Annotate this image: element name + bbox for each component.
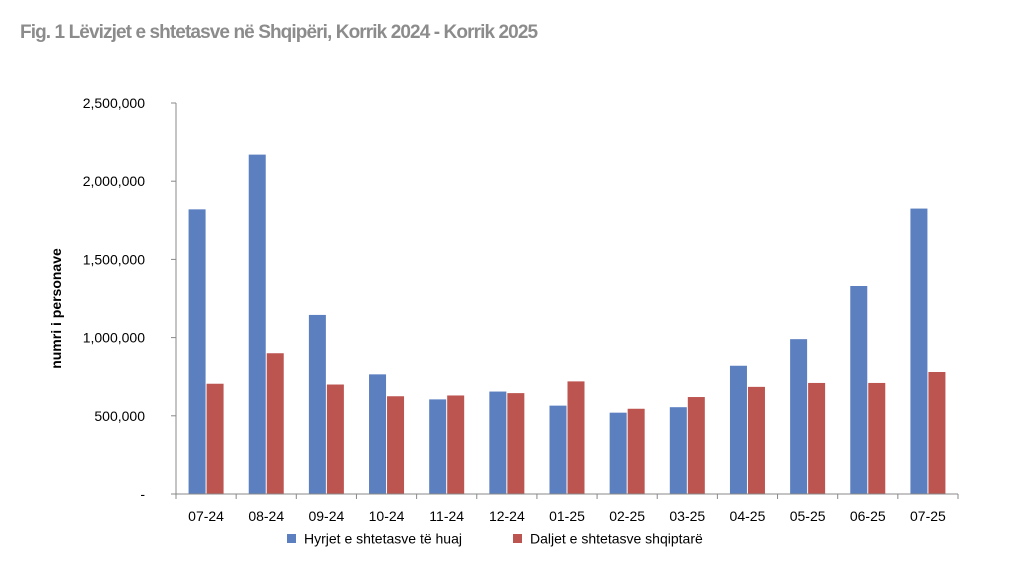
- bar-daljet-02-25: [627, 408, 645, 494]
- bar-daljet-05-25: [808, 382, 826, 494]
- bar-daljet-04-25: [747, 386, 765, 494]
- bar-hyrjet-02-25: [609, 412, 627, 494]
- bar-daljet-08-24: [266, 353, 284, 494]
- bars: [188, 154, 946, 495]
- y-axis-label: numri i personave: [48, 248, 64, 369]
- x-tick-label: 02-25: [609, 508, 645, 524]
- y-axis-title: numri i personave: [48, 248, 64, 369]
- bar-daljet-01-25: [567, 381, 585, 494]
- x-tick-label: 04-25: [730, 508, 766, 524]
- legend-label: Hyrjet e shtetasve të huaj: [304, 531, 462, 547]
- y-tick-label: 1,000,000: [83, 330, 145, 346]
- y-tick-label: 2,000,000: [83, 173, 145, 189]
- y-tick-label: 500,000: [94, 408, 145, 424]
- x-tick-label: 07-25: [910, 508, 946, 524]
- legend-swatch: [287, 534, 296, 543]
- bar-hyrjet-06-25: [850, 285, 868, 494]
- x-tick-label: 10-24: [369, 508, 405, 524]
- x-tick-label: 03-25: [669, 508, 705, 524]
- x-tick-label: 12-24: [489, 508, 525, 524]
- bar-hyrjet-12-24: [489, 391, 507, 494]
- axes: [175, 103, 958, 495]
- bar-daljet-12-24: [507, 393, 525, 494]
- bar-hyrjet-05-25: [790, 339, 808, 494]
- x-axis-ticks: 07-24 08-24 09-24 10-24 11-24 12-24 01-25 02-25…: [175, 494, 959, 524]
- bar-hyrjet-04-25: [729, 365, 747, 494]
- bar-hyrjet-07-24: [188, 209, 206, 495]
- bar-daljet-03-25: [687, 397, 705, 494]
- x-tick-label: 11-24: [429, 508, 464, 524]
- bar-daljet-09-24: [326, 384, 344, 494]
- bar-hyrjet-09-24: [308, 314, 326, 494]
- bar-hyrjet-07-25: [910, 208, 928, 494]
- x-tick-label: 09-24: [308, 508, 344, 524]
- bar-daljet-06-25: [868, 382, 886, 494]
- x-tick-label: 06-25: [850, 508, 886, 524]
- legend-label: Daljet e shtetasve shqiptarë: [530, 531, 703, 547]
- chart-title: Fig. 1 Lëvizjet e shtetasve në Shqipëri,…: [20, 22, 538, 43]
- x-tick-label: 05-25: [790, 508, 826, 524]
- bar-hyrjet-11-24: [429, 399, 447, 494]
- bar-hyrjet-08-24: [248, 154, 266, 494]
- x-tick-label: 07-24: [188, 508, 224, 524]
- y-tick-label: -: [140, 486, 145, 502]
- bar-daljet-11-24: [447, 395, 465, 494]
- bar-hyrjet-01-25: [549, 405, 567, 494]
- bar-daljet-07-24: [206, 383, 224, 494]
- bar-daljet-07-25: [928, 372, 946, 494]
- legend-swatch: [513, 534, 522, 543]
- bar-hyrjet-03-25: [669, 407, 687, 494]
- x-tick-label: 01-25: [549, 508, 585, 524]
- legend: Hyrjet e shtetasve të huaj Daljet e shtet…: [287, 531, 703, 547]
- y-tick-label: 1,500,000: [83, 251, 145, 267]
- x-tick-label: 08-24: [248, 508, 284, 524]
- bar-hyrjet-10-24: [369, 374, 387, 494]
- y-tick-label: 2,500,000: [83, 95, 145, 111]
- y-axis-ticks: - 500,000 1,000,000 1,500,000 2,000,000 2,500…: [83, 95, 176, 502]
- bar-daljet-10-24: [387, 396, 405, 494]
